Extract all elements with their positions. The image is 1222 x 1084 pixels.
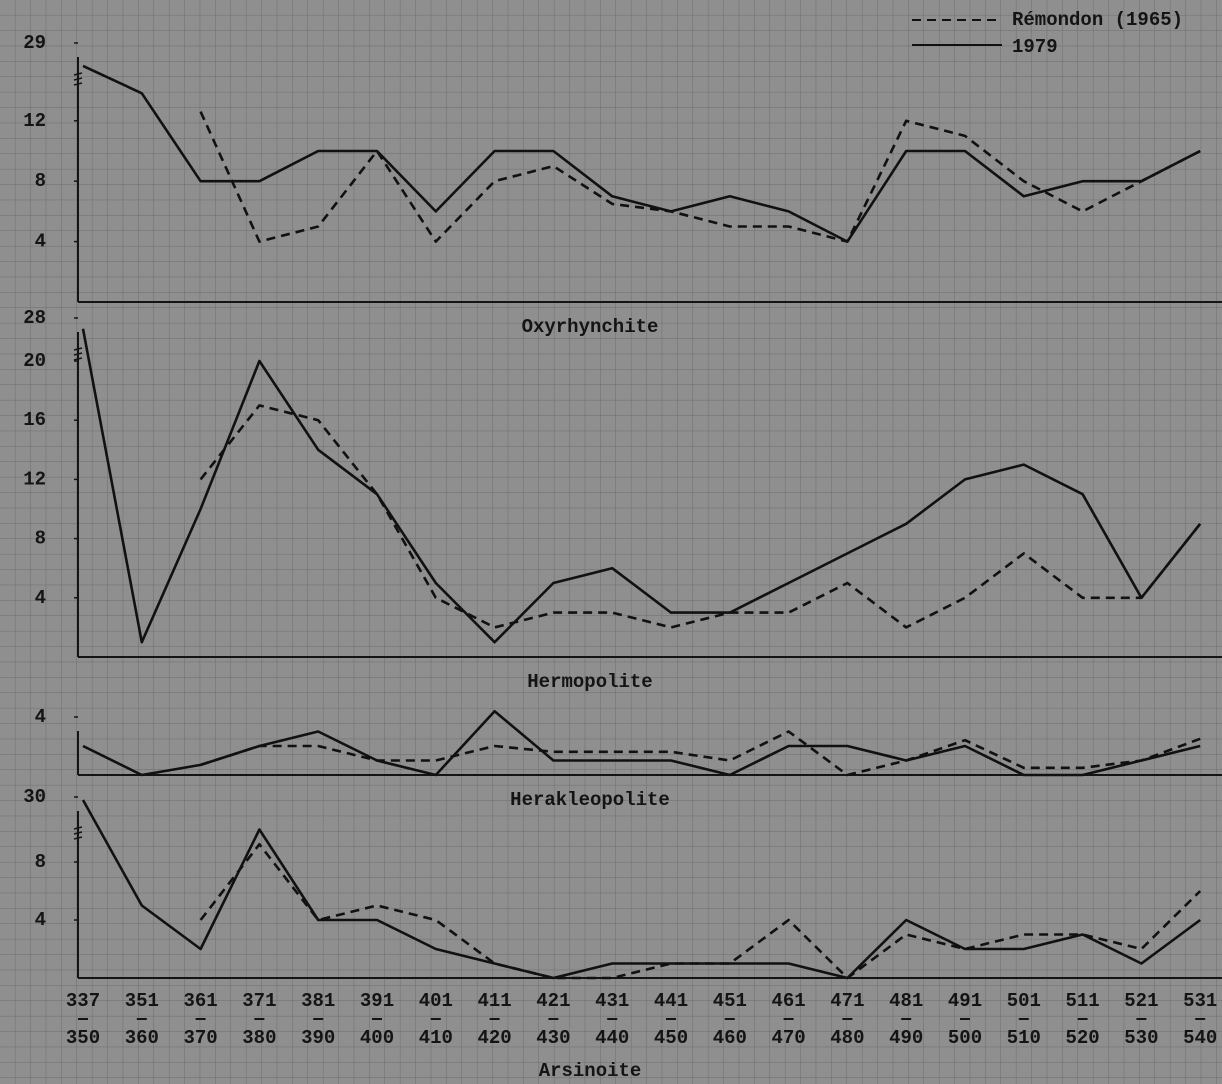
y-tick-label: 12: [23, 110, 46, 132]
x-tick-label: 400: [360, 1027, 394, 1049]
axis-break-mark: [73, 831, 83, 835]
x-tick-label: 531: [1183, 990, 1217, 1012]
y-tick-label: 8: [35, 851, 46, 873]
dashed-line: [199, 404, 1202, 629]
x-tick-label: 401: [419, 990, 453, 1012]
axis-break-mark: [73, 352, 83, 356]
y-tick-label: 29: [23, 32, 46, 54]
y-tick-label: 4: [35, 231, 46, 253]
dashed-line: [199, 843, 1202, 980]
x-tick-label: 370: [183, 1027, 217, 1049]
x-tick-label: 450: [654, 1027, 688, 1049]
y-tick-label: 20: [23, 350, 46, 372]
x-tick-label: 511: [1065, 990, 1099, 1012]
x-tick-label: 440: [595, 1027, 629, 1049]
panel-title: Hermopolite: [527, 671, 652, 693]
y-tick-label: 12: [23, 468, 46, 490]
dashed-line: [199, 111, 1201, 243]
axis-break-mark: [73, 836, 83, 840]
x-tick-label: 470: [771, 1027, 805, 1049]
panel-title: Herakleopolite: [510, 789, 670, 811]
y-tick-label: 30: [23, 786, 46, 808]
y-tick-label: 4: [35, 706, 46, 728]
x-tick-label: 421: [536, 990, 570, 1012]
x-tick-label: 371: [242, 990, 276, 1012]
axis-break-mark: [73, 357, 83, 361]
dashed-line: [200, 730, 1201, 777]
x-tick-label: 490: [889, 1027, 923, 1049]
x-tick-label: 500: [948, 1027, 982, 1049]
axis-break-mark: [73, 82, 83, 86]
x-tick-label: 441: [654, 990, 688, 1012]
x-tick-label: 391: [360, 990, 394, 1012]
panel-title: Oxyrhynchite: [522, 316, 659, 338]
x-tick-label: 481: [889, 990, 923, 1012]
x-tick-label: 410: [419, 1027, 453, 1049]
x-tick-label: 360: [125, 1027, 159, 1049]
axis-break-mark: [73, 826, 83, 830]
x-tick-label: 420: [477, 1027, 511, 1049]
x-tick-label: 337: [66, 990, 100, 1012]
x-tick-label: 501: [1007, 990, 1041, 1012]
x-tick-label: 460: [713, 1027, 747, 1049]
legend-label: Rémondon (1965): [1012, 9, 1183, 31]
y-tick-label: 16: [23, 409, 46, 431]
x-tick-label: 461: [771, 990, 805, 1012]
solid-line: [81, 328, 1202, 644]
x-tick-label: 480: [830, 1027, 864, 1049]
y-tick-label: 28: [23, 307, 46, 329]
x-tick-label: 540: [1183, 1027, 1217, 1049]
x-tick-label: 350: [66, 1027, 100, 1049]
x-tick-label: 521: [1124, 990, 1158, 1012]
x-tick-label: 390: [301, 1027, 335, 1049]
x-tick-label: 430: [536, 1027, 570, 1049]
x-tick-label: 381: [301, 990, 335, 1012]
x-tick-label: 530: [1124, 1027, 1158, 1049]
y-tick-label: 8: [35, 170, 46, 192]
x-tick-label: 520: [1065, 1027, 1099, 1049]
x-tick-label: 380: [242, 1027, 276, 1049]
axis-break-mark: [73, 72, 83, 76]
panel-title: Arsinoite: [539, 1060, 642, 1082]
axis-break-mark: [73, 347, 83, 351]
x-tick-label: 351: [125, 990, 159, 1012]
solid-line: [81, 799, 1201, 980]
x-tick-label: 431: [595, 990, 629, 1012]
x-tick-label: 361: [183, 990, 217, 1012]
x-tick-label: 451: [713, 990, 747, 1012]
x-tick-label: 510: [1007, 1027, 1041, 1049]
axis-break-mark: [73, 77, 83, 81]
legend-label: 1979: [1012, 36, 1058, 58]
x-tick-label: 411: [477, 990, 511, 1012]
solid-line: [82, 709, 1201, 777]
y-tick-label: 4: [35, 909, 46, 931]
x-tick-label: 491: [948, 990, 982, 1012]
x-tick-label: 471: [830, 990, 864, 1012]
solid-line: [82, 64, 1201, 243]
y-tick-label: 8: [35, 528, 46, 550]
y-tick-label: 4: [35, 587, 46, 609]
